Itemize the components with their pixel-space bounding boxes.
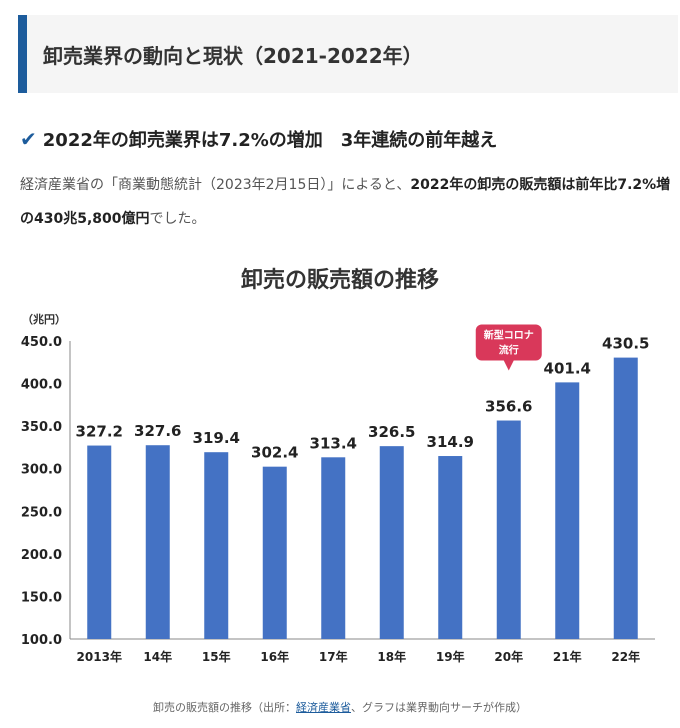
data-label: 313.4 (310, 434, 357, 452)
x-tick-label: 17年 (319, 649, 348, 664)
source-link[interactable]: 経済産業省 (296, 701, 351, 714)
chart-title: 卸売の販売額の推移 (240, 268, 439, 293)
caption-prefix: 卸売の販売額の推移（出所： (153, 701, 296, 714)
x-tick-label: 19年 (436, 649, 465, 664)
y-axis-label: （兆円） (22, 312, 66, 326)
bar (87, 445, 112, 639)
checkmark-icon: ✔ (20, 127, 37, 151)
y-tick-label: 100.0 (21, 633, 62, 648)
data-label: 430.5 (602, 335, 649, 353)
y-tick-label: 300.0 (21, 463, 62, 478)
bar (555, 382, 580, 639)
x-tick-label: 16年 (260, 649, 289, 664)
data-label: 302.4 (251, 444, 298, 462)
annotation-pointer (503, 360, 514, 371)
bar (438, 456, 463, 639)
data-label: 314.9 (427, 433, 474, 451)
data-label: 327.6 (134, 422, 181, 440)
x-tick-label: 22年 (611, 649, 640, 664)
section-header: 卸売業界の動向と現状（2021-2022年） (18, 15, 678, 93)
paragraph: 経済産業省の「商業動態統計（2023年2月15日）」によると、2022年の卸売の… (20, 168, 680, 236)
x-tick-label: 15年 (202, 649, 231, 664)
x-tick-label: 2013年 (77, 649, 122, 664)
x-tick-label: 14年 (143, 649, 172, 664)
chart-caption: 卸売の販売額の推移（出所：経済産業省、グラフは業界動向サーチが作成） (0, 699, 680, 715)
annotation-bubble (475, 324, 542, 361)
bar (496, 420, 521, 639)
y-tick-label: 250.0 (21, 505, 62, 520)
annotation-line2: 流行 (499, 344, 519, 357)
data-label: 319.4 (193, 429, 240, 447)
x-tick-label: 18年 (377, 649, 406, 664)
subheading-text: 2022年の卸売業界は7.2%の増加 3年連続の前年越え (42, 130, 498, 151)
page-title: 卸売業界の動向と現状（2021-2022年） (43, 44, 423, 68)
y-tick-label: 450.0 (21, 335, 62, 350)
x-tick-label: 21年 (553, 649, 582, 664)
para-text-end: でした。 (149, 211, 206, 227)
bar (204, 452, 229, 639)
caption-suffix: 、グラフは業界動向サーチが作成） (351, 701, 527, 714)
y-tick-label: 150.0 (21, 590, 62, 605)
para-text: 経済産業省の「商業動態統計（2023年2月15日）」によると、 (20, 177, 411, 193)
bar-chart: （兆円） 100.0 150.0 200.0 250.0 300.0 350.0 400.0 4… (21, 312, 655, 664)
bar (613, 357, 638, 639)
data-label: 326.5 (368, 423, 415, 441)
y-tick-label: 200.0 (21, 548, 62, 563)
annotation-line1: 新型コロナ (484, 329, 534, 342)
para-bold: 2022年の卸売の販売額は前年比7.2%増の430兆5,800億円 (20, 177, 671, 227)
data-label: 327.2 (76, 423, 123, 441)
bar (262, 466, 287, 639)
y-tick-label: 350.0 (21, 420, 62, 435)
x-tick-label: 20年 (494, 649, 523, 664)
data-label: 401.4 (544, 359, 591, 377)
bar (145, 445, 170, 639)
bar (321, 457, 346, 639)
subheading: ✔ 2022年の卸売業界は7.2%の増加 3年連続の前年越え (20, 126, 497, 152)
y-tick-label: 400.0 (21, 378, 62, 393)
data-label: 356.6 (485, 398, 532, 416)
bar (379, 446, 404, 639)
